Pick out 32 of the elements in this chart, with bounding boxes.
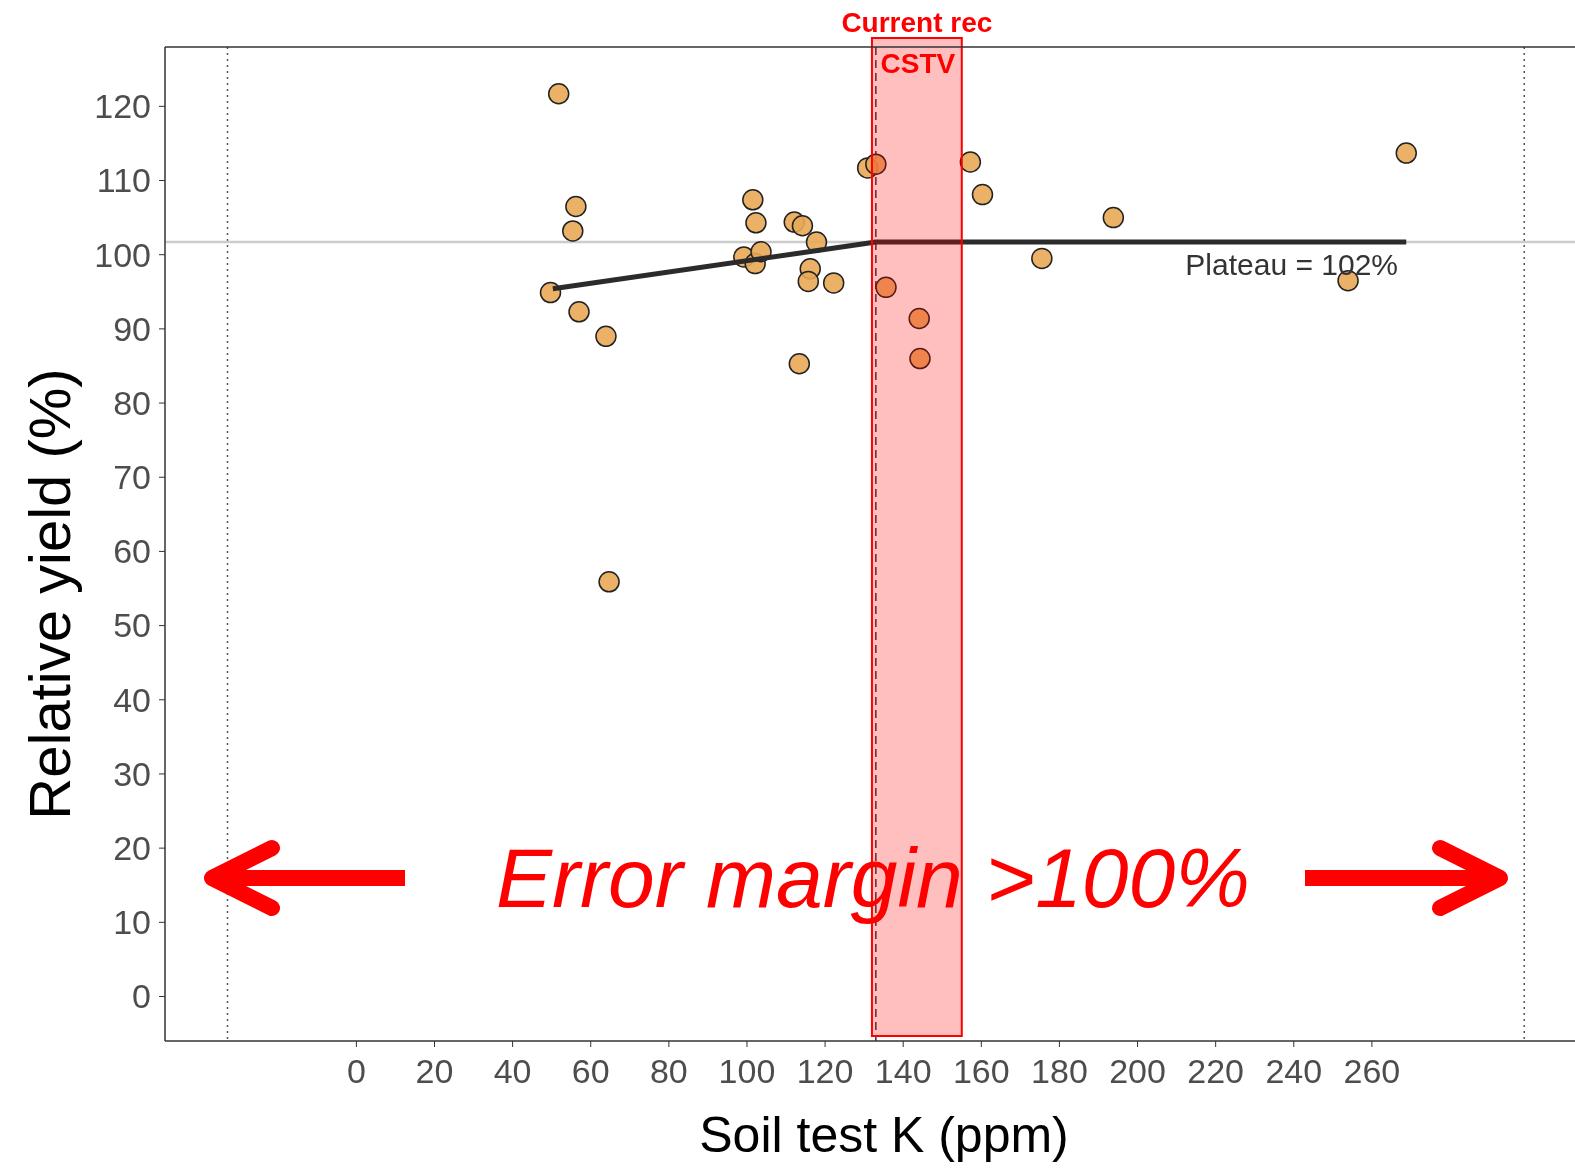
y-tick-label: 80 — [113, 383, 151, 422]
y-tick-label: 20 — [113, 829, 151, 868]
x-tick-label: 20 — [415, 1052, 454, 1090]
x-tick-label: 100 — [718, 1052, 776, 1090]
x-axis-title: Soil test K (ppm) — [699, 1107, 1069, 1163]
y-tick-label: 60 — [113, 532, 151, 571]
y-tick-label: 100 — [94, 235, 151, 274]
x-tick-label: 0 — [346, 1052, 366, 1090]
y-tick-label: 40 — [113, 680, 151, 719]
x-tick-label: 60 — [571, 1052, 610, 1090]
x-tick-label: 40 — [493, 1052, 532, 1090]
x-tick-label: 200 — [1109, 1052, 1166, 1090]
annotation: Plateau = 102% — [1185, 248, 1398, 281]
y-tick-label: 90 — [113, 309, 151, 348]
y-tick-label: 50 — [113, 606, 151, 645]
y-tick-label: 120 — [94, 87, 151, 126]
x-tick-label: 240 — [1265, 1052, 1323, 1090]
x-tick-label: 260 — [1343, 1052, 1401, 1090]
ref-line-label: CSTV — [880, 48, 956, 79]
y-tick-label: 0 — [132, 977, 151, 1016]
x-tick-label: 160 — [952, 1052, 1010, 1090]
y-tick-label: 30 — [113, 754, 151, 793]
x-tick-label: 140 — [874, 1052, 932, 1090]
y-tick-label: 110 — [96, 161, 151, 200]
x-tick-label: 180 — [1031, 1052, 1088, 1090]
x-tick-label: 80 — [649, 1052, 688, 1090]
y-tick-label: 70 — [113, 458, 151, 497]
x-tick-label: 120 — [796, 1052, 854, 1090]
band-label: Current rec — [841, 7, 993, 38]
x-tick-label: 220 — [1187, 1052, 1245, 1090]
y-tick-label: 10 — [113, 903, 151, 942]
y-axis-title: Relative yield (%) — [17, 368, 82, 820]
